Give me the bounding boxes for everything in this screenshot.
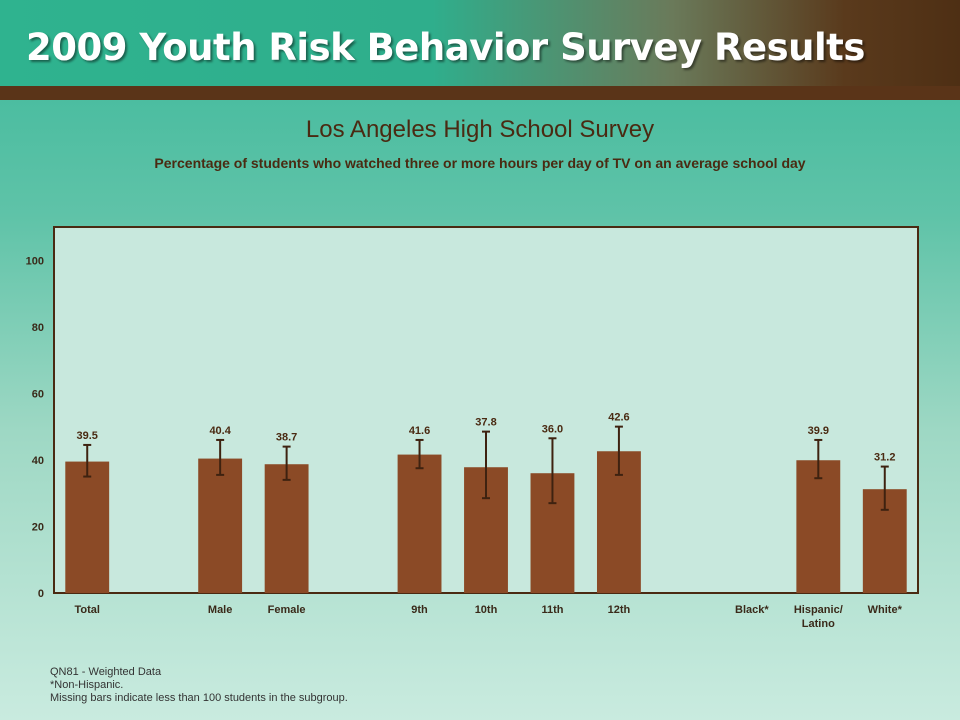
footnote-data-source: QN81 - Weighted Data <box>50 666 162 678</box>
bar-chart: 0 20 40 60 80 100 39.5 Total 40.4 Male 38.7 Female 4… <box>26 226 919 630</box>
y-tick-label: 100 <box>26 255 44 267</box>
bar <box>264 464 309 593</box>
x-tick-label: Male <box>208 604 232 616</box>
bar <box>796 460 841 593</box>
header-banner: 2009 Youth Risk Behavior Survey Results <box>0 0 960 86</box>
banner-rule <box>0 86 960 100</box>
x-tick-label: 10th <box>475 604 498 616</box>
data-label: 41.6 <box>409 425 430 437</box>
x-tick-label: Black* <box>735 604 769 616</box>
data-label: 39.9 <box>808 425 829 437</box>
x-tick-label: White* <box>868 604 903 616</box>
x-tick-label: 12th <box>608 604 631 616</box>
chart-subtitle: Percentage of students who watched three… <box>154 155 806 171</box>
x-tick-label: 11th <box>541 604 563 616</box>
footnotes: QN81 - Weighted Data *Non-Hispanic. Miss… <box>50 666 348 705</box>
y-tick-label: 40 <box>32 455 44 467</box>
data-label: 36.0 <box>542 423 563 435</box>
y-tick-label: 80 <box>32 322 44 334</box>
y-tick-label: 60 <box>32 388 44 400</box>
x-tick-label: Total <box>74 604 99 616</box>
data-label: 37.8 <box>475 417 496 429</box>
x-tick-label: Female <box>268 604 306 616</box>
y-tick-label: 20 <box>32 521 44 533</box>
y-tick-label: 0 <box>38 588 44 600</box>
data-label: 31.2 <box>874 452 895 464</box>
x-tick-label: Hispanic/Latino <box>794 604 843 630</box>
banner-title: 2009 Youth Risk Behavior Survey Results <box>26 26 865 69</box>
chart-title: Los Angeles High School Survey <box>305 116 655 143</box>
bar <box>65 461 110 593</box>
footnote-missing-bars: Missing bars indicate less than 100 stud… <box>50 692 348 704</box>
data-label: 42.6 <box>608 412 629 424</box>
data-label: 39.5 <box>77 430 98 442</box>
data-label: 38.7 <box>276 432 297 444</box>
footnote-non-hispanic: *Non-Hispanic. <box>50 679 124 691</box>
bar <box>198 458 243 593</box>
data-label: 40.4 <box>209 425 231 437</box>
x-tick-label: 9th <box>411 604 428 616</box>
bar <box>397 454 442 593</box>
